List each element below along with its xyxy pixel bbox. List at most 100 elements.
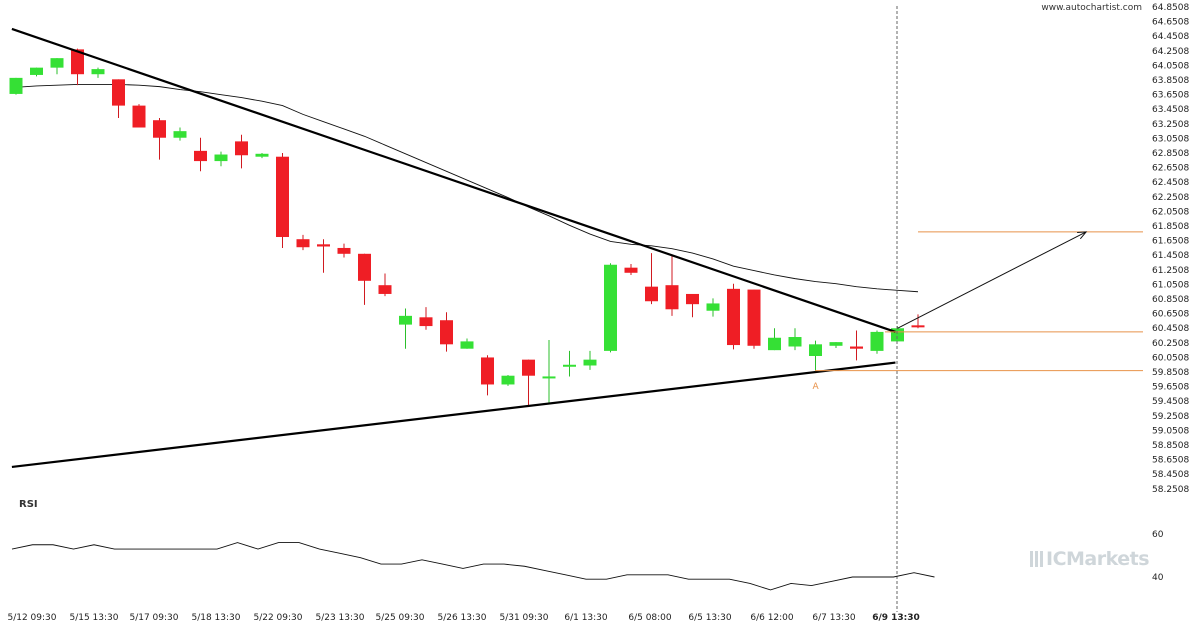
y-tick-label: 63.2508 [1152,120,1189,130]
candle [911,314,925,329]
candle-body [829,342,843,346]
x-tick-label: 5/15 13:30 [69,613,118,623]
y-tick-label: 61.4508 [1152,251,1189,261]
y-tick-label: 60.4508 [1152,324,1189,334]
site-url[interactable]: www.autochartist.com [1041,3,1142,13]
candle-body [71,49,84,75]
candle-body [870,331,884,351]
candle-body [747,289,761,346]
candle [50,58,64,75]
y-tick-label: 59.6508 [1152,383,1189,393]
y-tick-label: 58.6508 [1152,456,1189,466]
candle [153,118,166,160]
candle [583,350,597,370]
candle-body [706,303,720,311]
candle [706,298,720,317]
candle [30,67,43,77]
y-tick-label: 64.6508 [1152,18,1189,28]
y-tick-label: 62.0508 [1152,207,1189,217]
candle [870,330,884,354]
y-tick-label: 58.8508 [1152,441,1189,451]
brand-bars-icon [1030,551,1044,567]
candle-body [399,315,412,325]
x-tick-label: 5/18 13:30 [191,613,240,623]
x-tick-label: 6/6 12:00 [750,613,794,623]
y-tick-label: 60.6508 [1152,310,1189,320]
y-tick-label: 59.2508 [1152,412,1189,422]
y-tick-label: 64.4508 [1152,32,1189,42]
candle [501,374,515,386]
candle-body [337,247,351,254]
candle-body [255,153,269,157]
candle-body [768,337,781,351]
candle [440,312,453,352]
y-tick-label: 62.8508 [1152,149,1189,159]
candle-body [727,288,740,346]
x-tick-label: 5/25 09:30 [375,613,424,623]
candle [624,264,638,275]
candle-body [112,79,125,106]
x-tick-label: 5/22 09:30 [253,613,302,623]
x-tick-label: 6/7 13:30 [812,613,856,623]
y-tick-label: 62.4508 [1152,178,1189,188]
candle-body [419,317,433,327]
candle [317,239,330,273]
candle [727,283,740,350]
candle [788,328,802,351]
candle [91,67,105,78]
candle [9,77,23,95]
candle [604,263,617,353]
price-axis: 64.8508 64.6508 64.4508 64.2508 64.0508 63.85… [1152,3,1189,495]
candle-body [358,253,371,281]
candle-body [378,285,392,294]
y-tick-label: 62.6508 [1152,164,1189,174]
candle [358,253,371,305]
y-tick-label: 63.0508 [1152,134,1189,144]
x-tick-label: 5/23 13:30 [315,613,364,623]
candle [296,234,310,251]
candle [481,355,494,396]
candle [829,342,843,348]
candle [399,308,412,349]
candle [522,359,535,406]
x-tick-label: 5/12 09:30 [7,613,56,623]
x-tick-label: 6/1 13:30 [564,613,608,623]
candle-body [522,359,535,376]
y-tick-label: 60.2508 [1152,339,1189,349]
y-tick-label: 60.0508 [1152,353,1189,363]
y-tick-label: 64.2508 [1152,47,1189,57]
y-tick-label: 59.4508 [1152,397,1189,407]
x-tick-label: 6/5 08:00 [628,613,672,623]
candle [809,340,822,372]
candle-body [911,325,925,328]
candle [665,255,679,316]
candle-body [317,244,330,247]
rsi-label: RSI [19,499,38,510]
projection-arrow-head [1077,231,1088,240]
x-tick-label: 5/31 09:30 [499,613,548,623]
x-tick-label: 6/5 13:30 [688,613,732,623]
moving-average-layer [15,83,919,293]
candle [686,293,699,318]
candle-body [276,156,289,238]
candle [276,153,289,248]
y-tick-label: 64.0508 [1152,61,1189,71]
candle [850,330,863,361]
projection-arrow-line [897,231,1087,329]
y-tick-label: 60.8508 [1152,295,1189,305]
candle-body [501,375,515,385]
rsi-pane: 60 40 [11,530,1164,591]
candle [460,338,474,349]
candle-body [296,239,310,248]
resistance-trendline [11,27,896,333]
candle [235,134,248,169]
candle-body [542,376,556,379]
candle-body [440,320,453,345]
candle [747,289,761,349]
brand-text: ICMarkets [1046,548,1150,570]
trendlines-layer: A [11,6,1143,612]
candle-body [604,264,617,351]
brand-watermark: ICMarkets [1030,548,1150,570]
x-tick-label: 5/26 13:30 [437,613,486,623]
